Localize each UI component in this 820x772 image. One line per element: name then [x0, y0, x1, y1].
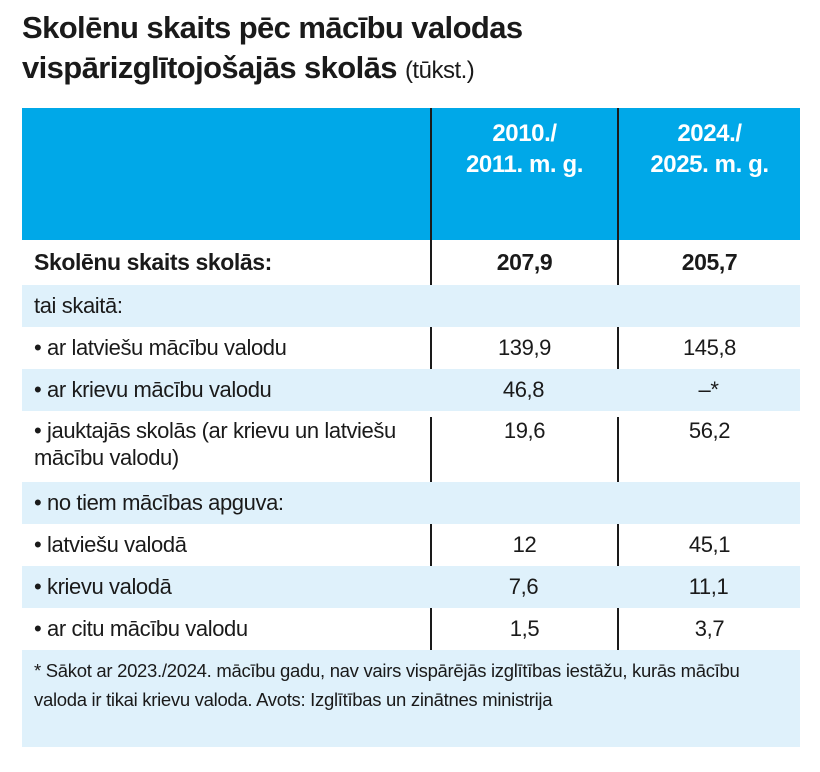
- cell-2024: 56,2: [617, 417, 800, 482]
- data-table: 2010./ 2011. m. g. 2024./ 2025. m. g. Skol…: [22, 108, 800, 747]
- row-label: tai skaitā:: [34, 293, 123, 318]
- table-header: 2010./ 2011. m. g. 2024./ 2025. m. g.: [22, 108, 800, 240]
- header-text: 2025. m. g.: [650, 151, 769, 178]
- unit-label: (tūkst.): [404, 57, 475, 84]
- cell-2024: 45,1: [617, 524, 800, 566]
- cell-2010: 7,6: [508, 574, 539, 599]
- header-text: 2011. m. g.: [465, 151, 583, 178]
- cell-2010: 1,5: [430, 608, 617, 650]
- table-row: • no tiem mācības apguva:: [22, 482, 800, 524]
- row-label: • ar latviešu mācību valodu: [34, 335, 287, 360]
- table-row: • krievu valodā 7,6 11,1: [22, 566, 800, 608]
- table-row: • ar krievu mācību valodu 46,8 –*: [22, 369, 800, 411]
- table-row: • jauktajās skolās (ar krievu un latvieš…: [22, 411, 800, 482]
- cell-2024: 145,8: [617, 327, 800, 369]
- row-label: • jauktajās skolās (ar krievu un latvieš…: [34, 418, 396, 470]
- title-line-1: Skolēnu skaits pēc mācību valodas: [22, 10, 523, 45]
- cell-2024: 11,1: [688, 574, 729, 599]
- footnote: * Sākot ar 2023./2024. mācību gadu, nav …: [22, 650, 800, 747]
- chart-title: Skolēnu skaits pēc mācību valodas vispār…: [22, 8, 523, 91]
- row-label: • ar citu mācību valodu: [34, 616, 248, 641]
- header-col-2024: 2024./ 2025. m. g.: [617, 108, 800, 240]
- table-row-total: Skolēnu skaits skolās: 207,9 205,7: [22, 240, 800, 285]
- table-row: • ar citu mācību valodu 1,5 3,7: [22, 608, 800, 650]
- cell-2024: 205,7: [617, 240, 800, 285]
- cell-2010: 46,8: [502, 377, 545, 402]
- cell-2010: 19,6: [430, 417, 617, 482]
- header-empty-cell: [22, 108, 430, 240]
- header-text: 2010./: [492, 120, 557, 147]
- row-label: • no tiem mācības apguva:: [34, 490, 284, 515]
- row-label: Skolēnu skaits skolās:: [34, 249, 272, 275]
- cell-2010: 207,9: [430, 240, 617, 285]
- cell-2010: 139,9: [430, 327, 617, 369]
- table-row: • ar latviešu mācību valodu 139,9 145,8: [22, 327, 800, 369]
- title-line-2: vispārizglītojošajās skolās: [22, 50, 398, 85]
- cell-2024: 3,7: [617, 608, 800, 650]
- table-row: tai skaitā:: [22, 285, 800, 327]
- row-label: • krievu valodā: [34, 574, 172, 599]
- row-label: • ar krievu mācību valodu: [34, 377, 272, 402]
- cell-2024: –*: [698, 377, 719, 402]
- header-col-2010: 2010./ 2011. m. g.: [430, 108, 617, 240]
- header-text: 2024./: [677, 120, 742, 147]
- table-row: • latviešu valodā 12 45,1: [22, 524, 800, 566]
- cell-2010: 12: [430, 524, 617, 566]
- row-label: • latviešu valodā: [34, 532, 187, 557]
